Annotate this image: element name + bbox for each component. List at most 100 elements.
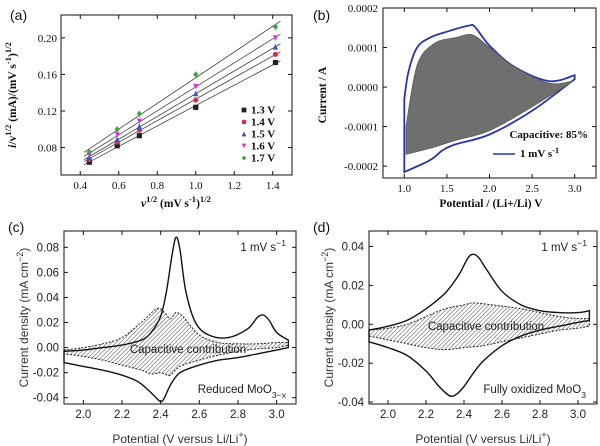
a-legend-marker	[241, 119, 247, 125]
d-xtick-label: 2.0	[380, 409, 396, 421]
b-ytick-label: -0.0002	[344, 161, 378, 173]
a-y-axis-label: i/v1/2 (mA)/(mV s-1)1/2	[3, 42, 19, 148]
d-xtick-label: 3.0	[570, 409, 586, 421]
d-total-cv-curve	[368, 253, 591, 397]
a-data-point	[136, 123, 142, 130]
b-xtick-label: 1.0	[397, 183, 411, 195]
panel-label-c: (c)	[8, 219, 24, 235]
a-data-point	[86, 148, 92, 156]
c-scan-rate-label: 1 mV s−1	[240, 238, 286, 254]
c-capacitive-area	[63, 307, 289, 377]
panel-label-a: (a)	[10, 7, 27, 23]
a-data-point	[114, 143, 120, 149]
d-y-axis-label: Current density (mA cm−2)	[320, 248, 336, 388]
d-capacitive-annotation: Capacitive contribution	[428, 321, 544, 333]
a-legend-label: 1.3 V	[251, 105, 275, 117]
d-ytick-label: 0.02	[342, 280, 364, 292]
d-x-axis-label: Potential (V versus Li/Li+)	[415, 430, 550, 446]
c-ytick-label: 0.04	[37, 292, 60, 304]
a-legend-label: 1.5 V	[251, 129, 275, 141]
d-ytick-label: 0.00	[342, 319, 364, 331]
c-xtick-label: 2.8	[230, 409, 246, 421]
a-legend-marker	[241, 143, 247, 149]
c-xtick-label: 3.0	[269, 409, 285, 421]
b-xtick-label: 1.5	[440, 183, 454, 195]
a-legend-marker	[241, 131, 247, 137]
a-data-point	[136, 118, 142, 125]
c-ytick-label: 0.02	[37, 318, 59, 330]
c-x-axis-label: Potential (V versus Li/Li+)	[112, 430, 247, 446]
chart-c: 2.0 2.2 2.4 2.6 2.8 3.0 -0.04 -0.02 0.00 0.02 0.04…	[15, 230, 297, 446]
panel-label-b: (b)	[313, 7, 330, 23]
a-data-point	[193, 104, 199, 110]
panel-label-d: (d)	[313, 219, 330, 235]
b-x-axis-label: Potential / (Li+/Li) V	[439, 198, 543, 210]
d-xtick-label: 2.8	[532, 409, 548, 421]
a-data-point	[193, 90, 199, 97]
a-x-axis-label: v1/2 (mV s-1)1/2	[141, 194, 211, 210]
a-data-point	[272, 23, 279, 31]
a-ytick-label: 0.16	[38, 69, 58, 81]
a-ytick-label: 0.12	[38, 106, 57, 118]
d-ytick-label: -0.02	[338, 358, 364, 370]
b-ytick-label: 0.0001	[348, 43, 378, 55]
c-total-cv-curve	[63, 236, 289, 403]
a-xtick-label: 0.8	[150, 180, 164, 192]
b-legend-label: 1 mV s-1	[520, 146, 559, 161]
a-data-point	[86, 159, 92, 165]
a-data-point	[114, 126, 120, 133]
a-legend-label: 1.7 V	[251, 153, 275, 165]
b-y-axis-label: Current / A	[317, 66, 329, 123]
a-legend-marker	[241, 155, 247, 161]
a-data-point	[193, 71, 199, 78]
c-ytick-label: -0.04	[33, 393, 60, 405]
a-data-point	[193, 83, 199, 90]
d-plot-frame	[368, 230, 598, 405]
a-data-point	[272, 51, 279, 57]
c-ytick-label: -0.02	[33, 368, 59, 380]
a-data-point	[272, 35, 279, 41]
a-data-point	[272, 59, 279, 66]
a-data-point	[114, 132, 120, 138]
b-ytick-label: 0.0000	[348, 82, 379, 94]
c-xtick-label: 2.4	[153, 409, 170, 421]
c-ytick-label: 0.00	[37, 343, 59, 355]
d-ytick-label: -0.04	[338, 397, 365, 409]
a-xtick-label: 0.6	[112, 180, 126, 192]
d-ytick-label: 0.04	[342, 242, 365, 254]
a-legend-label: 1.4 V	[251, 117, 275, 129]
a-ytick-label: 0.08	[38, 143, 58, 155]
c-sample-label: Reduced MoO3−x	[198, 384, 287, 400]
c-ytick-label: 0.06	[37, 267, 59, 279]
b-xtick-label: 3.0	[568, 183, 582, 195]
b-capacitive-annotation: Capacitive: 85%	[509, 129, 588, 141]
b-ytick-label: 0.0002	[348, 3, 378, 15]
d-xtick-label: 2.6	[494, 409, 510, 421]
a-xtick-label: 1.2	[227, 180, 241, 192]
b-ytick-label: -0.0001	[344, 122, 378, 134]
chart-d: 2.0 2.2 2.4 2.6 2.8 3.0 -0.04 -0.02 0.00 0.02 0.04…	[320, 230, 598, 446]
a-xtick-label: 1.4	[266, 180, 280, 192]
d-xtick-label: 2.2	[418, 409, 434, 421]
a-data-point	[193, 97, 199, 103]
c-xtick-label: 2.2	[114, 409, 130, 421]
a-ytick-label: 0.20	[38, 33, 58, 45]
a-xtick-label: 0.4	[73, 180, 87, 192]
d-capacitive-area	[368, 302, 590, 351]
chart-b: 1.0 1.5 2.0 2.5 3.0 -0.0002 -0.0001 0.0000 0.000…	[317, 3, 597, 210]
b-xtick-label: 2.5	[525, 183, 539, 195]
a-data-point	[136, 110, 142, 117]
a-legend-label: 1.6 V	[251, 141, 275, 153]
c-ytick-label: 0.08	[37, 242, 59, 254]
b-xtick-label: 2.0	[483, 183, 497, 195]
a-legend-marker	[241, 107, 247, 113]
a-xtick-label: 1.0	[189, 180, 203, 192]
c-plot-frame	[63, 230, 297, 405]
a-data-point	[272, 43, 279, 50]
a-data-point	[114, 136, 120, 142]
c-y-axis-label: Current density (mA cm−2)	[15, 248, 31, 388]
c-xtick-label: 2.6	[191, 409, 207, 421]
a-plot-frame	[60, 14, 293, 176]
chart-a: 0.4 0.6 0.8 1.0 1.2 1.4 0.08 0.12 0.16 0.20 v1/2 (…	[3, 14, 293, 210]
